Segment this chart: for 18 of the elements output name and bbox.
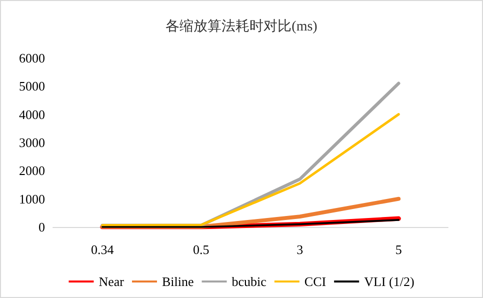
y-tick-label: 4000 — [19, 106, 45, 122]
x-tick-label: 5 — [395, 242, 402, 257]
x-tick-label: 0.34 — [91, 242, 114, 257]
chart-title: 各缩放算法耗时对比(ms) — [166, 18, 318, 34]
y-tick-label: 3000 — [19, 135, 45, 150]
legend-label: VLI (1/2) — [364, 274, 414, 289]
legend-label: bcubic — [232, 274, 267, 289]
line-series — [101, 113, 400, 227]
legend-label: CCI — [304, 274, 326, 289]
y-tick-label: 5000 — [19, 78, 45, 94]
legend-label: Near — [98, 274, 125, 289]
legend-label: Biline — [162, 274, 194, 289]
y-tick-label: 0 — [38, 220, 45, 234]
y-tick-label: 1000 — [19, 191, 45, 206]
y-tick-label: 2000 — [19, 163, 45, 178]
x-tick-label: 0.5 — [193, 242, 210, 257]
x-tick-label: 3 — [296, 242, 304, 257]
y-tick-label: 6000 — [19, 50, 45, 66]
